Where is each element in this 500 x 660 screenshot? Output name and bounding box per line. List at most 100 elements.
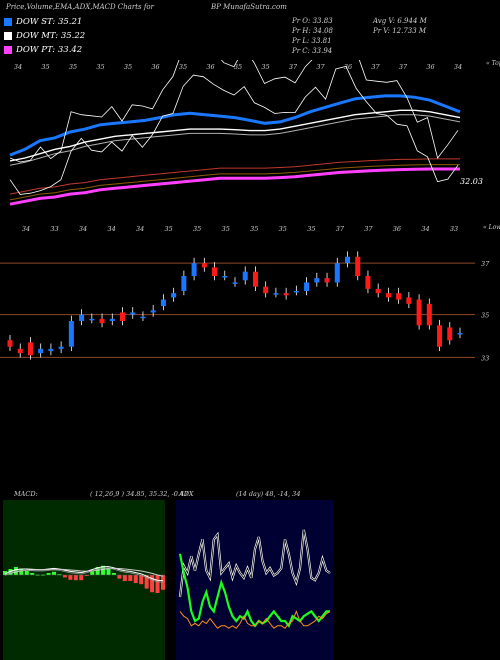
price-low-line bbox=[9, 65, 459, 195]
ema-bottom-label: 35 bbox=[250, 225, 258, 233]
macd-histogram-bar bbox=[19, 569, 24, 575]
candle-body bbox=[355, 256, 361, 276]
legend-swatch-st bbox=[4, 18, 12, 26]
candle-body bbox=[160, 299, 166, 306]
macd-histogram-bar bbox=[68, 575, 73, 580]
candle-body bbox=[273, 293, 279, 295]
macd-histogram-bar bbox=[62, 575, 67, 578]
ema-bottom-label: 33 bbox=[450, 225, 458, 233]
ema-lows-label: « Lows bbox=[483, 224, 500, 231]
ema-top-label: 35 bbox=[124, 63, 132, 71]
candle-body bbox=[406, 297, 412, 304]
macd-line bbox=[4, 566, 164, 582]
macd-histogram-bar bbox=[73, 575, 78, 581]
candle-body bbox=[396, 293, 402, 300]
macd-histogram-bar bbox=[8, 569, 13, 575]
ema-bottom-label: 35 bbox=[222, 225, 230, 233]
legend-dow-st: DOW ST: 35.21 bbox=[4, 17, 92, 27]
ema-top-label: 37 bbox=[289, 63, 298, 71]
ema-bottom-label: 35 bbox=[193, 225, 201, 233]
candle-body bbox=[457, 333, 463, 335]
candle-body bbox=[79, 314, 85, 321]
ema-long-line bbox=[9, 158, 460, 195]
ema-top-label: 36 bbox=[344, 63, 352, 71]
macd-histogram-bar bbox=[95, 567, 100, 575]
candle-body bbox=[191, 263, 197, 276]
macd-histogram-bar bbox=[84, 575, 89, 576]
legend-label-pt: DOW PT: 33.42 bbox=[16, 45, 83, 55]
ema-top-label: 35 bbox=[261, 63, 269, 71]
avg-volume: Avg V: 6.944 M bbox=[373, 17, 427, 25]
legend-label-mt: DOW MT: 35.22 bbox=[16, 31, 86, 41]
macd-chart bbox=[3, 500, 165, 660]
ema-bottom-label: 35 bbox=[165, 225, 173, 233]
ema-pt-line bbox=[9, 167, 460, 206]
price-high: Pr H: 34.08 bbox=[292, 27, 334, 35]
ema-chart: 34 35 35 35 35 36 35 36 35 35 37 37 36 37 37 36 34 34 33 34… bbox=[9, 60, 500, 233]
candle-body bbox=[99, 318, 105, 324]
macd-histogram-bar bbox=[155, 575, 160, 593]
candle-body bbox=[109, 318, 115, 321]
ema-top-label: 35 bbox=[234, 63, 242, 71]
macd-histogram-bar bbox=[161, 575, 165, 590]
adx-minus-di-line bbox=[179, 610, 331, 629]
ema-top-label: 36 bbox=[426, 63, 434, 71]
candle-body bbox=[242, 271, 248, 281]
macd-histogram-bar bbox=[24, 571, 29, 575]
macd-histogram-bar bbox=[90, 571, 95, 575]
candle-body bbox=[27, 342, 33, 356]
candle-body bbox=[334, 263, 340, 283]
candle-body bbox=[17, 348, 23, 354]
ema-bottom-label: 35 bbox=[307, 225, 315, 233]
macd-histogram-bar bbox=[128, 575, 133, 581]
candle-body bbox=[263, 286, 269, 294]
candle-body bbox=[283, 293, 289, 296]
candle-body bbox=[375, 288, 381, 294]
adx-params: (14 day) 48, -14, 34 bbox=[236, 490, 301, 498]
candle-body bbox=[120, 312, 125, 321]
ema-top-label: 35 bbox=[179, 63, 187, 71]
legend-swatch-mt bbox=[4, 32, 12, 40]
candle-body bbox=[181, 276, 187, 291]
ema-top-label: 35 bbox=[96, 63, 104, 71]
candle-body bbox=[437, 325, 443, 347]
candle-grid-label: 37 bbox=[481, 260, 490, 268]
macd-background bbox=[3, 500, 165, 660]
candle-body bbox=[426, 303, 432, 326]
candle-body bbox=[345, 256, 350, 264]
adx-background bbox=[176, 500, 334, 660]
adx-plus-di-inner bbox=[179, 529, 331, 598]
ema-bottom-label: 34 bbox=[79, 225, 87, 233]
legend-dow-pt: DOW PT: 33.42 bbox=[4, 45, 92, 55]
price-open: Pr O: 33.83 bbox=[292, 17, 333, 25]
candle-body bbox=[150, 310, 156, 313]
ema-last-value: 32.03 bbox=[460, 177, 483, 186]
chart-title-center: BP MunafaSutra.com bbox=[211, 3, 287, 11]
candle-body bbox=[130, 312, 136, 315]
chart-title-left: Price,Volume,EMA,ADX,MACD Charts for bbox=[6, 3, 154, 11]
ema-mt-shadow-line bbox=[9, 114, 461, 166]
macd-histogram-bar bbox=[122, 575, 127, 581]
macd-histogram-bar bbox=[117, 575, 122, 579]
ema-st-line bbox=[9, 94, 461, 157]
price-high-line bbox=[9, 60, 459, 163]
macd-histogram-bar bbox=[52, 571, 57, 575]
price-close: Pr C: 33.94 bbox=[292, 47, 333, 55]
ema-longer-line bbox=[9, 164, 460, 201]
candle-body bbox=[171, 293, 177, 298]
ema-bottom-label: 34 bbox=[107, 225, 115, 233]
candle-body bbox=[68, 321, 74, 347]
macd-histogram-bar bbox=[3, 571, 7, 575]
ema-bottom-label: 36 bbox=[393, 225, 401, 233]
candle-body bbox=[304, 282, 310, 291]
candle-body bbox=[324, 278, 330, 283]
ema-bottom-label: 34 bbox=[22, 225, 30, 233]
adx-label: ADX bbox=[179, 490, 194, 498]
candle-body bbox=[222, 276, 228, 278]
ema-top-label: 36 bbox=[151, 63, 159, 71]
ema-bottom-label: 37 bbox=[364, 225, 373, 233]
ema-bottom-label: 35 bbox=[279, 225, 287, 233]
ema-top-label: 36 bbox=[206, 63, 214, 71]
candle-body bbox=[201, 263, 207, 268]
candle-body bbox=[58, 346, 64, 349]
